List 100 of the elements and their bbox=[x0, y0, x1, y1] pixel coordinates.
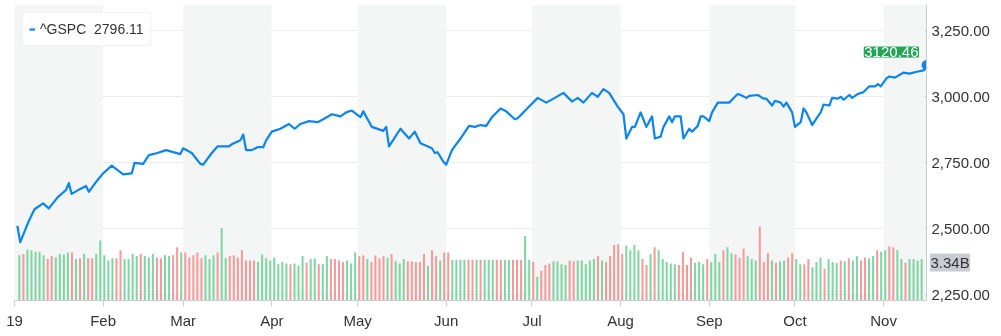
bar bbox=[200, 258, 203, 300]
bar bbox=[564, 264, 567, 300]
bar bbox=[66, 252, 69, 300]
x-tick-label: May bbox=[343, 311, 373, 329]
bar bbox=[677, 264, 680, 300]
bar bbox=[443, 252, 446, 300]
bar bbox=[823, 268, 826, 300]
bar bbox=[653, 247, 656, 300]
y-tick-label: 2,250.00 bbox=[931, 285, 990, 303]
bar bbox=[362, 255, 365, 300]
bar bbox=[333, 259, 336, 300]
bar bbox=[435, 256, 438, 300]
bar bbox=[103, 255, 106, 300]
bar bbox=[548, 263, 551, 300]
bar bbox=[774, 262, 777, 300]
bar bbox=[224, 258, 227, 300]
bar bbox=[79, 258, 82, 300]
bar bbox=[386, 257, 389, 300]
bar bbox=[289, 264, 292, 300]
bar bbox=[758, 226, 761, 300]
bar bbox=[580, 260, 583, 300]
bar bbox=[645, 264, 648, 300]
bar bbox=[799, 264, 802, 300]
x-tick-label: 19 bbox=[6, 311, 23, 329]
bar bbox=[863, 257, 867, 300]
bar bbox=[843, 261, 846, 300]
bar bbox=[859, 260, 862, 300]
bar bbox=[681, 251, 684, 300]
bar bbox=[770, 260, 773, 300]
bar bbox=[277, 264, 280, 300]
bar bbox=[402, 259, 405, 300]
bar bbox=[119, 250, 122, 300]
bar bbox=[511, 259, 514, 300]
bar bbox=[398, 263, 401, 300]
bar bbox=[172, 255, 175, 300]
bar bbox=[374, 255, 377, 300]
bar bbox=[159, 258, 162, 300]
bar bbox=[321, 264, 324, 300]
bar bbox=[123, 259, 126, 300]
bar bbox=[297, 265, 300, 300]
x-tick-label: Nov bbox=[870, 311, 898, 329]
bar bbox=[892, 247, 895, 300]
text: 3.34B bbox=[930, 254, 970, 272]
bar bbox=[309, 259, 312, 300]
bar bbox=[868, 258, 871, 300]
bar bbox=[212, 255, 215, 300]
bar bbox=[228, 256, 231, 300]
bar bbox=[855, 256, 858, 300]
bar bbox=[556, 261, 559, 300]
bar bbox=[839, 260, 842, 300]
bar bbox=[528, 259, 531, 300]
bar bbox=[459, 259, 462, 300]
bar bbox=[151, 253, 154, 300]
bar bbox=[560, 264, 563, 300]
bar bbox=[483, 259, 486, 300]
bar bbox=[394, 261, 397, 300]
bar bbox=[520, 259, 523, 300]
bar bbox=[811, 267, 814, 300]
bar bbox=[301, 256, 304, 300]
bar bbox=[621, 253, 624, 300]
x-tick-label: Feb bbox=[90, 311, 117, 329]
bar bbox=[422, 253, 425, 300]
bar bbox=[661, 259, 664, 300]
bar bbox=[503, 259, 506, 300]
bar bbox=[467, 259, 470, 300]
bar bbox=[313, 258, 316, 300]
bar bbox=[370, 262, 373, 300]
bar bbox=[787, 257, 790, 300]
bar bbox=[378, 258, 381, 300]
bar bbox=[908, 259, 911, 300]
bar bbox=[305, 262, 308, 300]
bar bbox=[795, 259, 798, 300]
bar bbox=[605, 262, 608, 300]
bar bbox=[726, 247, 729, 300]
bar bbox=[427, 265, 430, 300]
bar bbox=[742, 248, 745, 300]
bar bbox=[58, 253, 61, 300]
bar bbox=[139, 253, 142, 300]
bar bbox=[180, 252, 183, 300]
bar bbox=[572, 261, 575, 300]
bar bbox=[491, 259, 494, 300]
bar bbox=[244, 260, 247, 300]
bar bbox=[471, 259, 474, 300]
bar bbox=[346, 260, 349, 300]
bar bbox=[451, 259, 454, 300]
bar bbox=[164, 255, 167, 300]
bar bbox=[269, 260, 272, 300]
bar bbox=[625, 245, 628, 300]
bar bbox=[665, 262, 668, 300]
bar bbox=[390, 253, 393, 300]
bar bbox=[418, 262, 421, 300]
bar bbox=[596, 256, 599, 300]
bar bbox=[600, 260, 604, 300]
bar bbox=[807, 259, 810, 300]
bar bbox=[592, 259, 595, 300]
bar bbox=[18, 255, 21, 300]
bar bbox=[815, 262, 818, 300]
bar bbox=[576, 260, 579, 300]
x-tick-label: Sep bbox=[695, 311, 723, 329]
bar bbox=[746, 256, 749, 300]
